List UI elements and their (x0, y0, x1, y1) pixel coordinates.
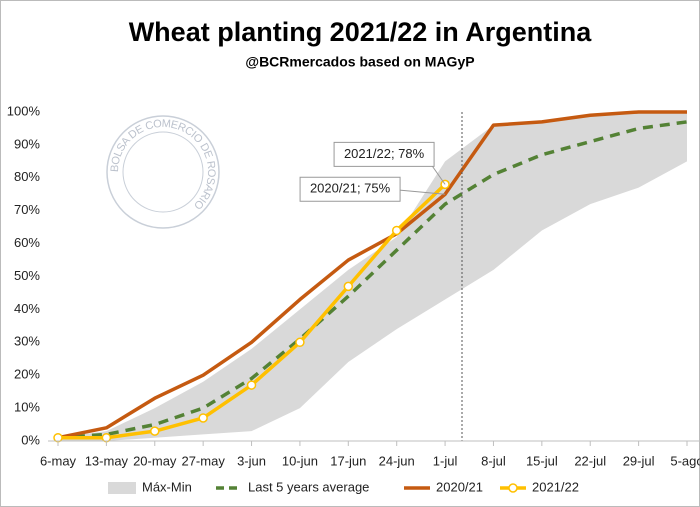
y-tick-label: 70% (14, 202, 40, 217)
x-tick-label: 6-may (40, 453, 77, 468)
annotation: 2021/22; 78% (344, 146, 425, 161)
x-tick-label: 29-jul (623, 453, 655, 468)
y-tick-label: 30% (14, 334, 40, 349)
x-tick-label: 8-jul (481, 453, 506, 468)
y-tick-label: 100% (7, 103, 41, 118)
annotation-box (333, 141, 435, 167)
y-tick-label: 10% (14, 400, 40, 415)
y-tick-label: 0% (21, 432, 40, 447)
y-tick-label: 60% (14, 235, 40, 250)
series-marker (150, 426, 160, 436)
x-tick-label: 3-jun (237, 453, 266, 468)
y-tick-label: 20% (14, 367, 40, 382)
series-marker (343, 281, 354, 292)
x-tick-label: 1-jul (433, 453, 458, 468)
x-tick-label: 24-jun (379, 453, 415, 468)
series-line (57, 120, 688, 440)
y-tick-label: 50% (14, 268, 40, 283)
chart-title: Wheat planting 2021/22 in Argentina (129, 17, 593, 47)
legend-label: 2020/21 (436, 479, 483, 494)
watermark-ring (122, 131, 204, 213)
annotation-box (299, 176, 401, 202)
x-tick-label: 5-ago (670, 453, 700, 468)
x-tick-label: 22-jul (574, 453, 606, 468)
x-tick-label: 10-jun (282, 453, 318, 468)
watermark-ring (106, 115, 220, 229)
legend-label: Last 5 years average (248, 479, 369, 494)
series-marker (391, 225, 402, 236)
x-tick-label: 17-jun (330, 453, 366, 468)
x-tick-label: 15-jul (526, 453, 558, 468)
series-marker (246, 380, 257, 390)
legend-label: Máx-Min (142, 479, 192, 494)
annotation: 2020/21; 75% (310, 181, 391, 196)
y-tick-label: 40% (14, 301, 40, 316)
x-tick-label: 27-may (181, 453, 225, 468)
y-tick-label: 80% (14, 169, 40, 184)
chart-subtitle: @BCRmercados based on MAGyP (245, 54, 474, 70)
legend-label: 2021/22 (532, 479, 579, 494)
range-area (58, 112, 687, 441)
y-tick-label: 90% (14, 136, 40, 151)
series-marker (295, 337, 305, 348)
x-tick-label: 13-may (85, 453, 129, 468)
series-marker (198, 413, 208, 423)
series-line (57, 110, 687, 440)
legend-swatch (108, 482, 136, 494)
legend-marker (508, 483, 518, 493)
x-tick-label: 20-may (133, 453, 177, 468)
